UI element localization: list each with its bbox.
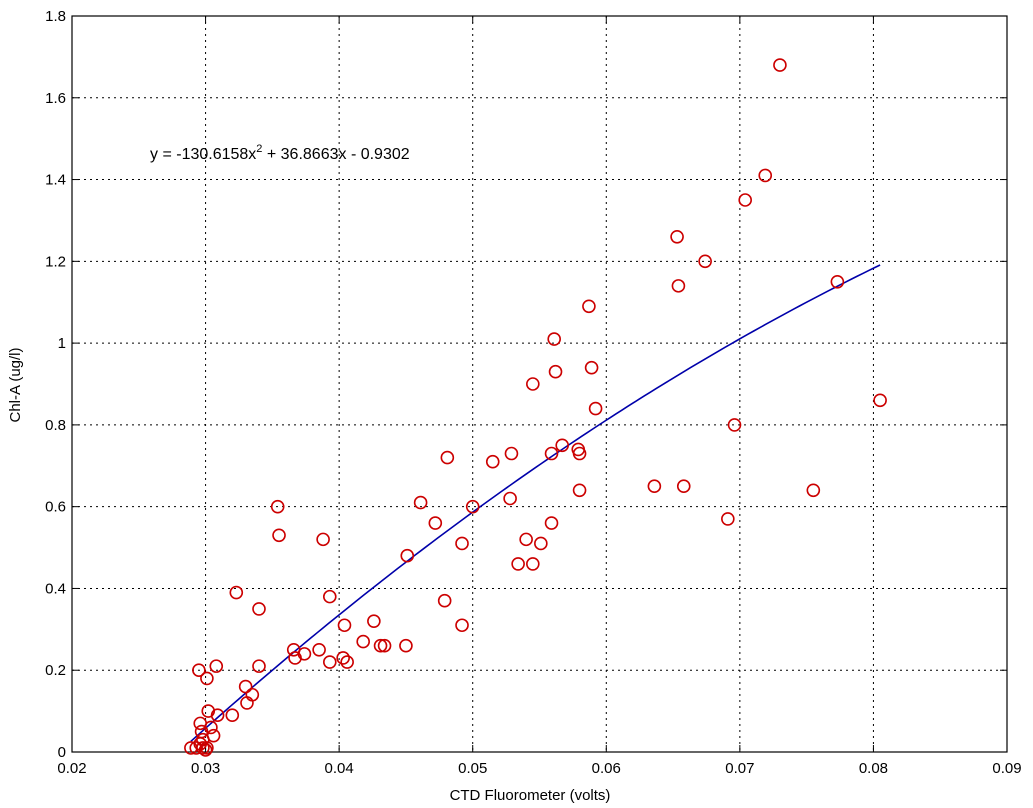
data-point [455, 618, 469, 633]
data-point [270, 499, 285, 514]
data-point [373, 638, 388, 653]
data-point [544, 446, 559, 461]
data-point [526, 557, 540, 571]
data-point [584, 360, 599, 375]
x-tick-label: 0.04 [325, 760, 354, 777]
data-point [322, 589, 337, 604]
data-point [727, 418, 742, 432]
x-tick-label: 0.03 [191, 760, 220, 777]
data-point [337, 618, 352, 633]
x-tick-label: 0.06 [592, 760, 621, 777]
y-tick-label: 1 [58, 335, 66, 352]
y-tick-label: 0 [58, 744, 66, 761]
y-tick-label: 0.4 [45, 580, 66, 597]
data-point [519, 532, 533, 547]
data-point [572, 446, 587, 461]
equation-suffix: + 36.8663x - 0.9302 [262, 146, 409, 163]
data-point [200, 741, 214, 755]
data-point [316, 532, 330, 547]
x-axis-title: CTD Fluorometer (volts) [450, 787, 611, 804]
y-axis-title: Chl-A (ug/l) [7, 347, 24, 422]
y-tick-label: 1.8 [45, 8, 66, 25]
data-point [209, 659, 224, 673]
data-point [544, 516, 559, 530]
data-point [773, 58, 787, 72]
x-tick-label: 0.02 [57, 760, 86, 777]
fit-curve [190, 264, 881, 742]
equation-superscript: 2 [256, 143, 262, 155]
data-point [377, 638, 392, 653]
y-tick-label: 0.6 [45, 499, 66, 516]
data-point [201, 704, 216, 718]
data-point [413, 495, 428, 510]
data-point [873, 393, 887, 408]
data-point [245, 687, 260, 702]
data-point [340, 655, 354, 669]
fit-equation: y = -130.6158x2 + 36.8663x - 0.9302 [150, 143, 410, 163]
data-point [670, 230, 684, 244]
y-tick-label: 1.6 [45, 90, 66, 107]
data-point [721, 512, 735, 526]
data-point [698, 254, 712, 269]
data-point [356, 634, 370, 649]
data-point [437, 593, 452, 608]
data-point [312, 642, 326, 657]
data-point [367, 614, 381, 628]
data-point [534, 536, 548, 551]
axis-ticks [71, 15, 1008, 753]
data-point [588, 401, 603, 416]
data-point [676, 479, 691, 494]
data-point [192, 663, 206, 678]
data-point [504, 446, 519, 461]
data-point [485, 454, 500, 469]
data-points [184, 58, 887, 757]
data-point [455, 536, 469, 551]
data-point [503, 491, 517, 506]
data-point [238, 679, 253, 694]
data-point [196, 741, 210, 755]
data-point [738, 193, 753, 207]
data-point [200, 671, 214, 686]
y-tick-label: 0.8 [45, 417, 66, 434]
data-point [400, 548, 415, 563]
data-point [671, 279, 686, 293]
data-point [288, 651, 302, 665]
data-point [572, 483, 587, 498]
data-point [252, 602, 266, 616]
data-point [548, 364, 563, 379]
data-point [830, 274, 845, 289]
equation-prefix: y = -130.6158x [150, 146, 256, 163]
data-point [189, 741, 204, 755]
y-tick-label: 1.2 [45, 253, 66, 270]
data-point [272, 528, 286, 543]
data-point [511, 557, 525, 571]
data-point [252, 659, 266, 673]
data-point [198, 743, 213, 757]
x-tick-label: 0.07 [725, 760, 754, 777]
data-point [225, 708, 240, 723]
data-point [440, 450, 455, 465]
x-tick-label: 0.08 [859, 760, 888, 777]
y-axis-tick-labels: 0 0.2 0.4 0.6 0.8 1 1.2 1.4 1.6 1.8 [45, 8, 66, 761]
data-point [526, 377, 540, 391]
data-point [758, 168, 773, 183]
data-point [229, 585, 244, 600]
data-point [547, 332, 561, 346]
data-point [336, 651, 350, 665]
data-point [647, 479, 662, 494]
x-tick-label: 0.05 [458, 760, 487, 777]
y-tick-label: 0.2 [45, 662, 66, 679]
data-point [465, 499, 480, 514]
x-axis-tick-labels: 0.02 0.03 0.04 0.05 0.06 0.07 0.08 0.09 [57, 760, 1021, 777]
plot-area [71, 15, 1008, 753]
data-point [582, 299, 596, 314]
data-point [555, 438, 570, 453]
data-point [399, 638, 413, 653]
y-tick-label: 1.4 [45, 172, 66, 189]
data-point [806, 483, 821, 498]
data-point [322, 655, 337, 669]
data-point [428, 516, 443, 530]
x-tick-label: 0.09 [992, 760, 1021, 777]
